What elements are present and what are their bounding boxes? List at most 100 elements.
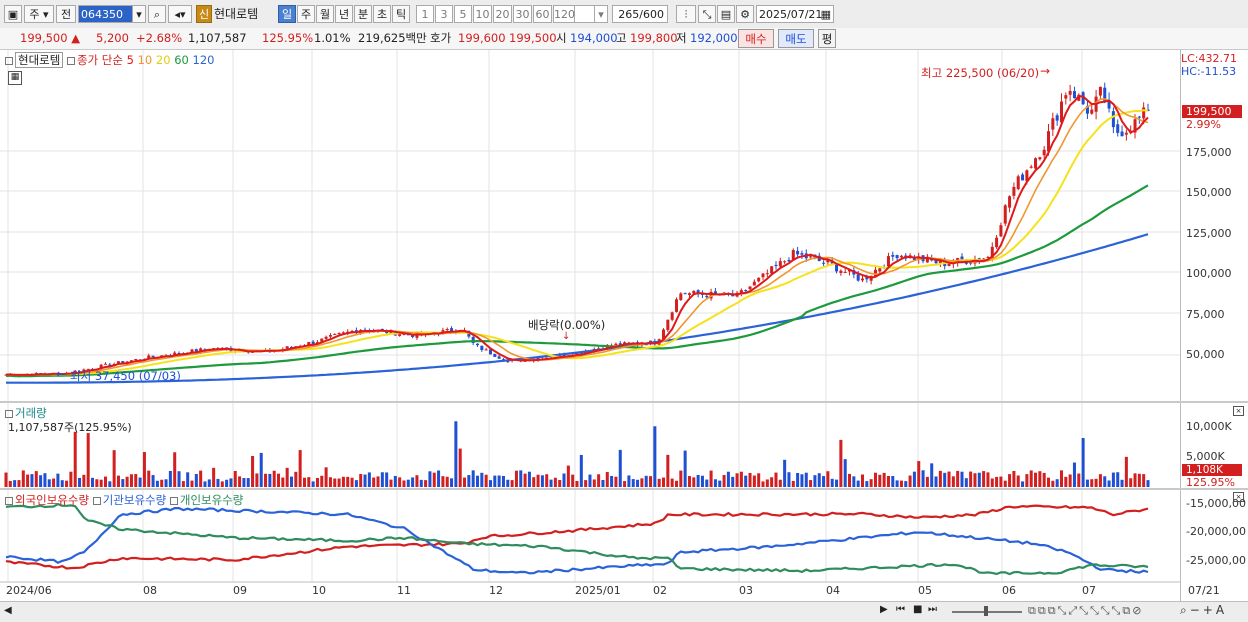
sell-button[interactable]: 매도 xyxy=(778,29,814,48)
chart-area[interactable] xyxy=(0,50,1248,601)
volume-bar xyxy=(315,477,319,487)
hc-label: HC:-11.53 xyxy=(1181,65,1237,78)
rewind-icon[interactable]: ⏮ xyxy=(896,604,905,615)
volume-bar xyxy=(73,431,77,487)
price-candle xyxy=(103,363,108,365)
interval-dropdown-icon[interactable]: ▾ xyxy=(594,5,608,23)
ma10-label: 10 xyxy=(137,53,153,67)
interval-button-20[interactable]: 20 xyxy=(493,5,512,23)
price-candle xyxy=(692,290,696,294)
volume-bar xyxy=(108,481,112,487)
fast-forward-icon[interactable]: ⏭ xyxy=(928,604,937,615)
volume-bar xyxy=(350,477,354,487)
market-select[interactable]: 주 ▾ xyxy=(24,5,54,23)
price-candle xyxy=(670,312,674,320)
volume-bar xyxy=(506,479,510,487)
price-tick: 50,000 xyxy=(1186,348,1225,361)
last-price-pct: 2.99% xyxy=(1186,118,1221,131)
legend-box-icon xyxy=(5,409,13,418)
prev-button[interactable]: 전 xyxy=(56,5,76,23)
price-candle xyxy=(1111,111,1115,128)
volume-bar xyxy=(869,479,873,487)
search-icon[interactable]: ⌕ xyxy=(148,5,166,23)
buy-button[interactable]: 매수 xyxy=(738,29,774,48)
interval-button-30[interactable]: 30 xyxy=(513,5,532,23)
price-candle xyxy=(860,278,865,281)
code-dropdown-icon[interactable]: ▾ xyxy=(132,5,146,23)
ma-legend-title: 종가 단순 xyxy=(76,53,123,67)
scroll-right-icon[interactable]: ▶ xyxy=(880,604,888,615)
interval-button-120[interactable]: 120 xyxy=(553,5,575,23)
eval-button[interactable]: 평 xyxy=(818,29,836,48)
interval-button-60[interactable]: 60 xyxy=(533,5,552,23)
inst-holding-line xyxy=(5,507,1149,575)
price-candle xyxy=(1120,131,1124,137)
zoom-slider-handle[interactable] xyxy=(984,606,988,616)
pane-divider xyxy=(0,488,1248,490)
price-candle xyxy=(839,270,843,273)
date-tick: 04 xyxy=(826,584,840,597)
price-candle xyxy=(696,290,700,294)
volume-bar xyxy=(631,479,635,487)
draw-tool-icon[interactable]: ⤡ xyxy=(698,5,716,23)
volume-bar xyxy=(692,477,696,487)
scroll-bar[interactable]: ◀ ▶ ⏮ ■ ⏭ ⧉⧉⧉⤡⤢⤡⤡⤡⤡⧉⊘ ⌕−+A xyxy=(0,601,1248,622)
volume-bar xyxy=(644,475,648,487)
volume-bar xyxy=(30,474,34,487)
volume-bar xyxy=(294,471,298,487)
high-annotation: 최고 225,500 (06/20) xyxy=(921,66,1040,80)
chart-tools-icons[interactable]: ⧉⧉⧉⤡⤢⤡⤡⤡⤡⧉⊘ xyxy=(1028,604,1144,617)
volume-bar xyxy=(579,454,583,487)
price-candle xyxy=(493,353,497,357)
up-arrow-icon: ▲ xyxy=(71,31,81,45)
date-input[interactable]: 2025/07/21 ▦ xyxy=(756,5,834,23)
volume-bar xyxy=(341,476,345,487)
scroll-left-icon[interactable]: ◀ xyxy=(4,605,12,616)
save-icon[interactable]: ▤ xyxy=(717,5,735,23)
price-candle xyxy=(713,291,717,294)
speaker-icon[interactable]: ◂▾ xyxy=(168,5,192,23)
interval-button-3[interactable]: 3 xyxy=(435,5,453,23)
volume-bar xyxy=(925,476,929,487)
price-candle xyxy=(116,361,120,364)
candle-type-icon[interactable]: ⫶ xyxy=(676,5,696,23)
ma120-label: 120 xyxy=(192,53,215,67)
period-tab-0[interactable]: 일 xyxy=(278,5,296,23)
volume-bar xyxy=(943,472,947,487)
interval-button-1[interactable]: 1 xyxy=(416,5,434,23)
stock-code-input[interactable]: 064350 xyxy=(78,5,138,23)
period-tab-1[interactable]: 주 xyxy=(297,5,315,23)
volume-bar xyxy=(904,481,908,487)
price-candle xyxy=(497,356,501,359)
period-tab-2[interactable]: 월 xyxy=(316,5,334,23)
volume-bar xyxy=(527,471,531,487)
date-tick: 07 xyxy=(1082,584,1096,597)
close-pane-icon[interactable]: × xyxy=(1233,492,1244,502)
price-candle xyxy=(791,250,795,261)
price-candle xyxy=(151,355,155,358)
volume-bar xyxy=(56,473,60,487)
volume-bar xyxy=(705,479,709,487)
price-candle xyxy=(307,341,311,346)
period-tab-6[interactable]: 틱 xyxy=(392,5,410,23)
volume-bar xyxy=(437,470,441,487)
date-tick: 06 xyxy=(1002,584,1016,597)
count-input[interactable]: 265/600 xyxy=(612,5,668,23)
stop-icon[interactable]: ■ xyxy=(913,604,923,615)
volume-bar xyxy=(1146,480,1150,487)
period-tab-3[interactable]: 년 xyxy=(335,5,353,23)
interval-button-10[interactable]: 10 xyxy=(473,5,492,23)
price-candle xyxy=(1008,196,1012,208)
calculator-icon[interactable]: ▦ xyxy=(8,71,22,85)
interval-button-5[interactable]: 5 xyxy=(454,5,472,23)
close-pane-icon[interactable]: × xyxy=(1233,406,1244,416)
price-candle xyxy=(488,349,492,355)
period-tab-4[interactable]: 분 xyxy=(354,5,372,23)
price-pane-name[interactable]: 현대로템 xyxy=(15,52,64,68)
gear-icon[interactable]: ⚙ xyxy=(736,5,754,23)
period-tab-5[interactable]: 초 xyxy=(373,5,391,23)
chart-window-icon[interactable]: ▣ xyxy=(4,5,22,23)
price-candle xyxy=(1021,174,1025,181)
zoom-controls-icons[interactable]: ⌕−+A xyxy=(1180,603,1228,617)
calendar-icon[interactable]: ▦ xyxy=(820,8,831,21)
